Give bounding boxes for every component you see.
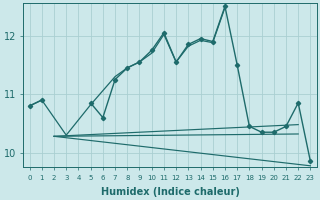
X-axis label: Humidex (Indice chaleur): Humidex (Indice chaleur) xyxy=(100,187,239,197)
